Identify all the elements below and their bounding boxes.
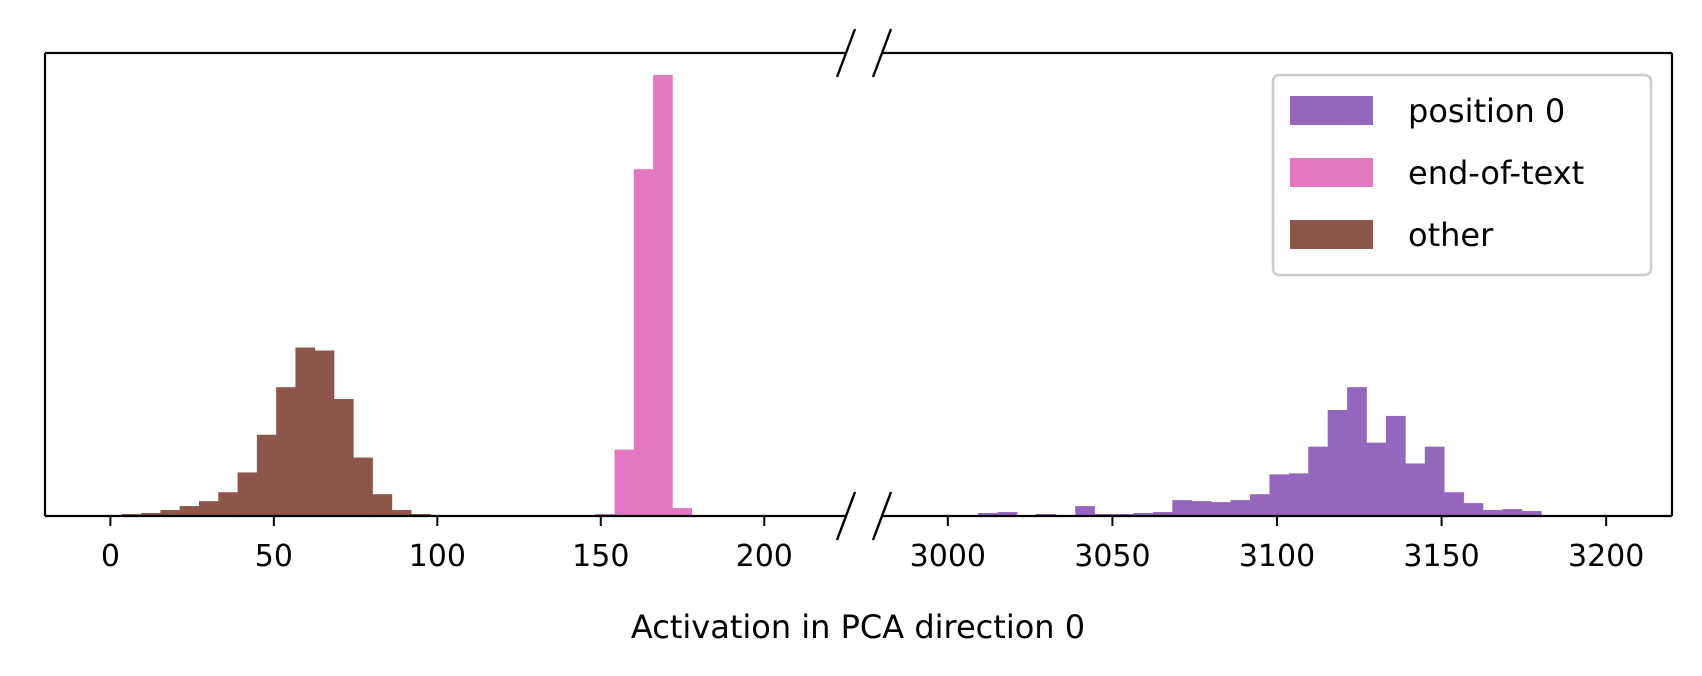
- histogram-bar: [314, 350, 335, 516]
- x-tick-label: 3150: [1403, 539, 1479, 574]
- axes-segment-1: [43, 51, 846, 518]
- x-tick-label: 100: [409, 539, 466, 574]
- histogram-bar: [1424, 446, 1445, 516]
- histogram-bar: [1366, 442, 1387, 516]
- x-tick-label: 3000: [910, 539, 986, 574]
- histogram-bar: [1152, 512, 1173, 516]
- legend-label: end-of-text: [1408, 154, 1584, 192]
- histogram-bar: [1444, 492, 1464, 516]
- x-tick-label: 150: [572, 539, 629, 574]
- legend-item: end-of-text: [1290, 154, 1584, 192]
- histogram-bar: [1075, 506, 1095, 516]
- x-tick-label: 3100: [1239, 539, 1315, 574]
- histogram-bar: [1308, 446, 1328, 516]
- legend-item: other: [1290, 216, 1494, 254]
- histogram-bar: [1347, 387, 1367, 516]
- histogram-bar: [1521, 511, 1542, 516]
- break-mark: [871, 28, 893, 78]
- break-mark: [835, 491, 857, 541]
- histogram-bar: [179, 506, 200, 516]
- histogram-bar: [672, 508, 692, 516]
- series-other: [102, 347, 431, 516]
- histogram-bar: [256, 434, 277, 516]
- histogram-bar: [1191, 501, 1212, 516]
- histogram-bar: [614, 449, 635, 516]
- histogram-bar: [1483, 510, 1503, 516]
- histogram-bar: [1385, 415, 1406, 516]
- histogram-bar: [1211, 502, 1231, 516]
- histogram-bar: [997, 512, 1018, 516]
- x-axis-label: Activation in PCA direction 0: [631, 608, 1085, 646]
- histogram-bar: [978, 513, 998, 516]
- legend-item: position 0: [1290, 92, 1565, 130]
- break-mark: [871, 491, 893, 541]
- histogram-bar: [334, 399, 354, 516]
- histogram-bar: [353, 457, 373, 516]
- legend-swatch: [1290, 96, 1373, 125]
- histogram-bar: [160, 510, 180, 516]
- series-position-0: [978, 387, 1542, 516]
- axis-break-marks: [835, 28, 893, 541]
- series-end-of-text: [595, 75, 692, 516]
- histogram-bar: [372, 494, 393, 516]
- legend-label: other: [1408, 216, 1494, 254]
- histogram-bar: [1405, 463, 1426, 516]
- x-tick-label: 50: [255, 539, 293, 574]
- histogram-bar: [1463, 503, 1484, 516]
- histogram-bar: [633, 169, 654, 516]
- histogram-bar: [1230, 500, 1251, 516]
- legend-swatch: [1290, 220, 1373, 249]
- histogram-bar: [295, 347, 316, 516]
- x-tick-label: 3200: [1568, 539, 1644, 574]
- histogram-bar: [653, 75, 673, 516]
- histogram-bar: [1250, 494, 1270, 516]
- histogram-bar: [237, 472, 258, 516]
- histogram-bar: [391, 510, 412, 516]
- x-tick-label: 3050: [1074, 539, 1150, 574]
- histogram-bar: [1327, 409, 1348, 516]
- legend: position 0 end-of-text other: [1271, 73, 1653, 277]
- x-tick-label: 0: [101, 539, 120, 574]
- histogram-bar: [1133, 513, 1154, 516]
- histogram-bar: [1288, 473, 1309, 516]
- histogram-bar: [1172, 500, 1193, 516]
- legend-label: position 0: [1408, 92, 1565, 130]
- break-mark: [835, 28, 857, 78]
- x-axis-ticks: 0 50 100 150 200 3000 3050 3100 3150 3200: [101, 516, 1644, 574]
- histogram-bar: [276, 387, 296, 516]
- x-tick-label: 200: [736, 539, 793, 574]
- histogram-bar: [1269, 474, 1290, 516]
- histogram-bar: [141, 513, 161, 516]
- legend-swatch: [1290, 158, 1373, 187]
- histogram-bar: [218, 492, 238, 516]
- histogram-bars: [102, 75, 1542, 516]
- histogram-bar: [1502, 509, 1523, 516]
- histogram-bar: [198, 501, 219, 516]
